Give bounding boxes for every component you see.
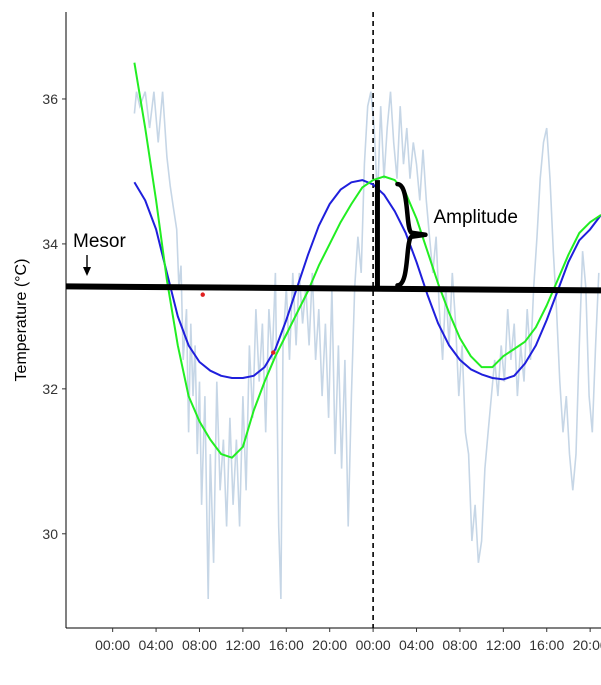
y-axis-title: Temperature (°C) [13, 259, 30, 382]
x-tick-label: 04:00 [399, 637, 434, 653]
red-mark [200, 292, 205, 297]
x-tick-label: 12:00 [225, 637, 260, 653]
x-tick-label: 04:00 [139, 637, 174, 653]
y-tick-label: 32 [42, 381, 58, 397]
x-tick-label: 16:00 [529, 637, 564, 653]
mesor-arrow-head [83, 267, 91, 276]
x-tick-label: 12:00 [486, 637, 521, 653]
mesor-label: Mesor [73, 231, 126, 252]
amplitude-label: Amplitude [433, 207, 518, 228]
fit-lines-layer [133, 62, 601, 459]
axes-layer: 30 32 34 36 00:00 04:00 08:00 12:00 16:00 20:00 00… [13, 12, 601, 653]
x-tick-label: 00:00 [95, 637, 130, 653]
x-tick-label: 20:00 [312, 637, 347, 653]
x-tick-label: 20:00 [573, 637, 601, 653]
red-mark [271, 350, 276, 355]
y-tick-label: 36 [42, 91, 58, 107]
x-tick-label: 08:00 [442, 637, 477, 653]
raw-temperature-layer [133, 91, 600, 600]
smoothed-curve-line [133, 62, 601, 459]
amplitude-brace [395, 181, 428, 288]
mesor-line [65, 283, 601, 294]
raw-temperature-line [133, 91, 600, 600]
annotations-layer: Amplitude Mesor [65, 180, 601, 355]
cosinor-fit-line [133, 179, 601, 381]
y-tick-label: 30 [42, 526, 58, 542]
x-tick-label: 00:00 [356, 637, 391, 653]
x-tick-label: 08:00 [182, 637, 217, 653]
x-tick-label: 16:00 [269, 637, 304, 653]
y-tick-label: 34 [42, 236, 58, 252]
